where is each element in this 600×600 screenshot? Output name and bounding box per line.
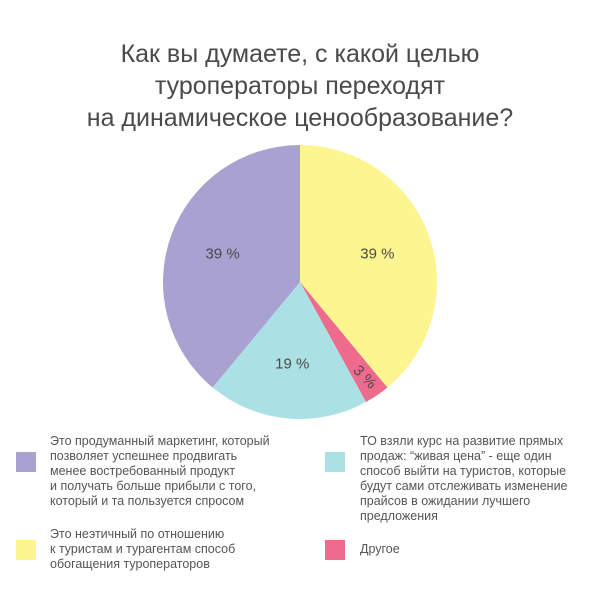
slice-cyan — [212, 282, 367, 419]
legend-label-direct-sales: ТО взяли курс на развитие прямых продаж:… — [360, 434, 568, 523]
slice-yellow-label: 39 % — [360, 246, 394, 263]
title-line-3: на динамическое ценообразование? — [86, 104, 514, 132]
title-line-1: Как вы думаете, с какой целью — [120, 40, 480, 68]
legend-label-other: Другое — [360, 542, 400, 556]
title-line-2: туроператоры переходят — [154, 72, 446, 100]
slice-cyan-label: 19 % — [275, 355, 309, 372]
slice-purple-label: 39 % — [206, 246, 240, 263]
slice-purple — [163, 145, 300, 388]
legend-swatch-yellow — [16, 540, 36, 560]
slice-pink — [300, 282, 388, 403]
legend-swatch-purple — [16, 452, 36, 472]
legend-swatch-pink — [325, 540, 345, 560]
chart-title: Как вы думаете, с какой целью туроперато… — [0, 38, 600, 134]
slice-yellow — [300, 145, 437, 388]
legend-label-marketing: Это продуманный маркетинг, который позво… — [50, 434, 270, 508]
legend-label-unethical: Это неэтичный по отношению к туристам и … — [50, 527, 236, 571]
legend-swatch-cyan — [325, 452, 345, 472]
